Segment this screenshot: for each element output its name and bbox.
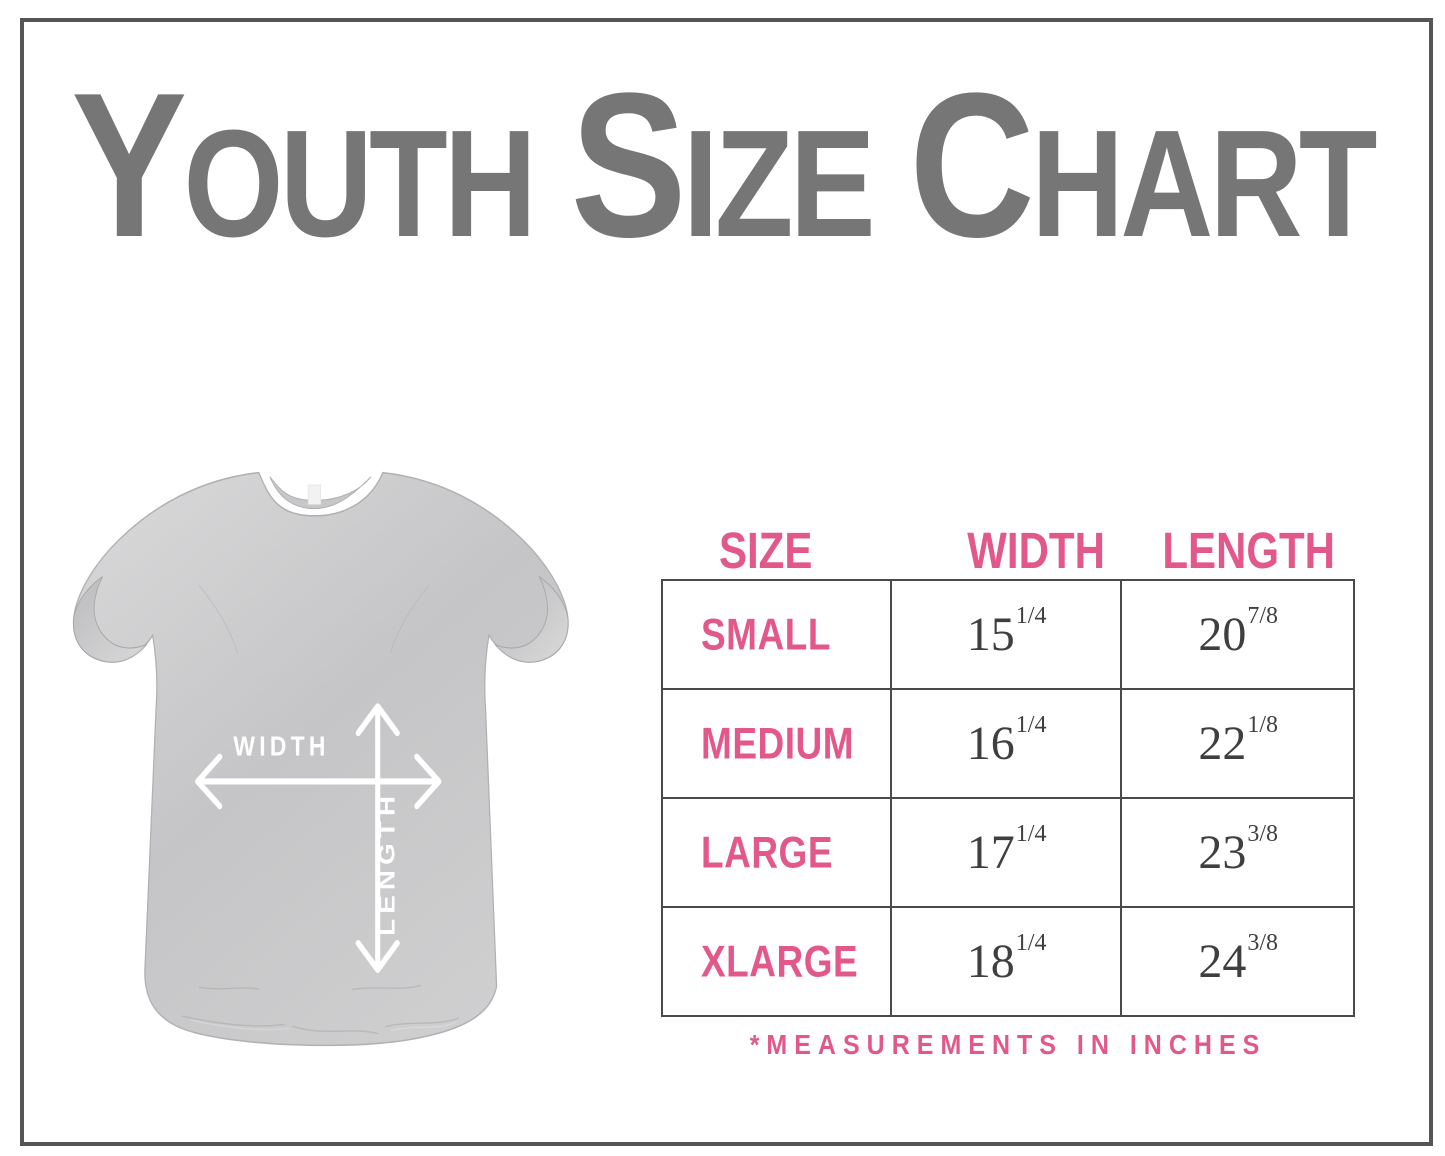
svg-text:LENGTH: LENGTH: [375, 791, 400, 936]
svg-text:WIDTH: WIDTH: [233, 732, 329, 763]
